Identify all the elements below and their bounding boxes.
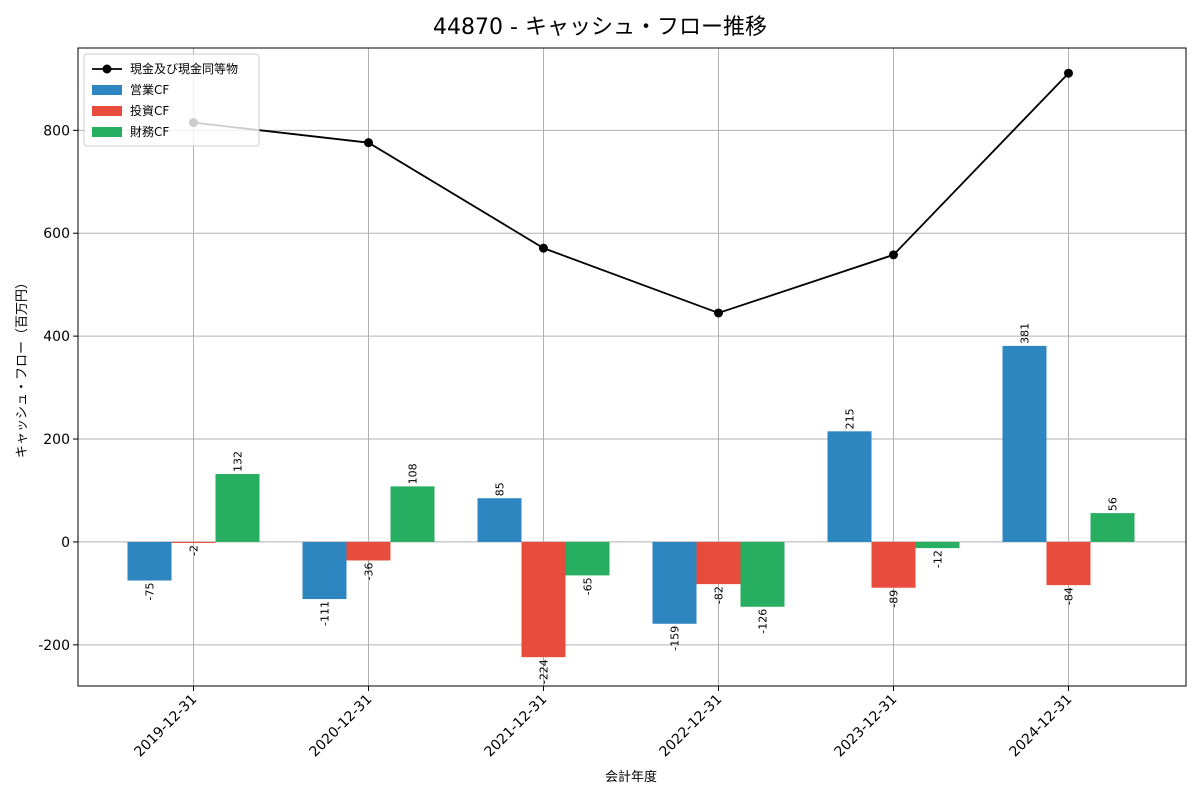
legend-entry-label: 投資CF bbox=[130, 103, 169, 118]
bar-3-6 bbox=[1090, 513, 1135, 542]
bar-value-label: -89 bbox=[888, 590, 901, 608]
x-axis-label: 会計年度 bbox=[605, 769, 657, 785]
bar-3-5 bbox=[915, 541, 960, 549]
legend-entry-label: 財務CF bbox=[130, 124, 169, 139]
bar-2-3 bbox=[521, 541, 566, 658]
cash-point bbox=[539, 243, 548, 253]
bar-value-label: 108 bbox=[407, 463, 420, 484]
bar-2-4 bbox=[696, 541, 741, 585]
legend-entry-label: 営業CF bbox=[130, 83, 169, 97]
bar-2-6 bbox=[1046, 541, 1091, 586]
y-tick-label: 400 bbox=[43, 329, 70, 345]
bar-1-4 bbox=[652, 541, 697, 624]
line-layer bbox=[189, 68, 1073, 318]
cash-line bbox=[193, 72, 1070, 314]
bar-value-label: 132 bbox=[232, 451, 245, 472]
bars-layer: -75 -111 85 -159 215 381 -2 -36 -224 -82 -89 -84 132… bbox=[127, 323, 1135, 684]
x-tick-label: 2023-12-31 bbox=[831, 692, 900, 761]
bar-value-label: 215 bbox=[844, 408, 857, 429]
chart-title: 44870 - キャッシュ・フロー推移 bbox=[433, 15, 767, 40]
bar-1-2 bbox=[302, 541, 347, 600]
bar-value-label: -159 bbox=[669, 626, 682, 651]
legend-entry-label: 現金及び現金同等物 bbox=[130, 61, 238, 76]
legend-swatch-bar bbox=[92, 106, 122, 116]
y-ticks: -200 0 200 400 600 800 bbox=[38, 123, 78, 654]
legend-swatch-bar bbox=[92, 127, 122, 137]
y-tick-label: 200 bbox=[43, 432, 70, 448]
cash-point bbox=[889, 250, 898, 260]
bar-value-label: -84 bbox=[1063, 587, 1076, 605]
bar-value-label: -126 bbox=[757, 609, 770, 634]
cash-point bbox=[364, 138, 373, 148]
bar-3-4 bbox=[740, 541, 785, 607]
legend-swatch-bar bbox=[92, 85, 122, 95]
y-tick-label: 600 bbox=[43, 226, 70, 242]
x-tick-label: 2024-12-31 bbox=[1006, 692, 1075, 761]
bar-2-2 bbox=[346, 541, 391, 561]
bar-value-label: 381 bbox=[1019, 323, 1032, 344]
x-tick-label: 2021-12-31 bbox=[481, 692, 550, 761]
bar-value-label: 56 bbox=[1107, 497, 1120, 511]
cash-point bbox=[714, 308, 723, 318]
bar-value-label: -65 bbox=[582, 577, 595, 595]
bar-value-label: -75 bbox=[144, 583, 157, 601]
bar-value-label: -36 bbox=[363, 562, 376, 580]
plot-frame bbox=[77, 47, 1187, 687]
bar-3-2 bbox=[390, 486, 435, 542]
bar-3-1 bbox=[215, 474, 260, 542]
bar-value-label: -224 bbox=[538, 659, 551, 684]
bar-1-3 bbox=[477, 498, 522, 542]
bar-value-label: -2 bbox=[188, 545, 201, 556]
x-ticks: 2019-12-31 2020-12-31 2021-12-31 2022-12-31… bbox=[131, 686, 1075, 760]
y-tick-label: 800 bbox=[43, 123, 70, 139]
bar-3-3 bbox=[565, 541, 610, 576]
bar-2-5 bbox=[871, 541, 916, 588]
cash-point bbox=[1064, 68, 1073, 78]
bar-1-6 bbox=[1002, 345, 1047, 542]
y-axis-label: キャッシュ・フロー（百万円） bbox=[15, 276, 30, 458]
x-tick-label: 2020-12-31 bbox=[306, 692, 375, 761]
legend-box bbox=[83, 53, 260, 147]
bar-value-label: -82 bbox=[713, 586, 726, 604]
legend-swatch-marker bbox=[102, 64, 112, 74]
bar-value-label: -12 bbox=[932, 550, 945, 568]
bar-1-5 bbox=[827, 431, 872, 542]
bar-value-label: -111 bbox=[319, 601, 332, 626]
y-tick-label: -200 bbox=[38, 638, 70, 654]
bar-1-1 bbox=[127, 541, 172, 581]
x-tick-label: 2019-12-31 bbox=[131, 692, 200, 761]
bar-2-1 bbox=[171, 541, 216, 543]
bar-value-label: 85 bbox=[494, 482, 507, 496]
y-tick-label: 0 bbox=[61, 535, 70, 551]
x-tick-label: 2022-12-31 bbox=[656, 692, 725, 761]
